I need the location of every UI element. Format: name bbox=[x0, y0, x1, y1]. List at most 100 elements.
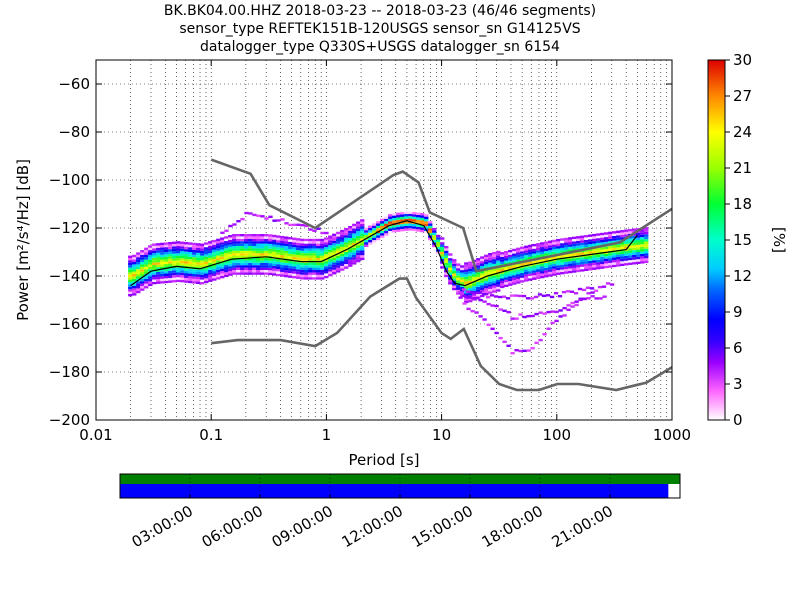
histogram-cell bbox=[132, 288, 137, 291]
histogram-cell bbox=[560, 267, 565, 270]
colorbar bbox=[707, 59, 726, 421]
histogram-cell bbox=[628, 240, 633, 244]
histogram-cell bbox=[360, 224, 365, 227]
histogram-cell bbox=[628, 238, 633, 241]
histogram-cell bbox=[172, 246, 177, 249]
histogram-cell bbox=[156, 279, 161, 282]
histogram-cell bbox=[576, 236, 581, 239]
histogram-cell bbox=[360, 243, 365, 246]
histogram-cell bbox=[508, 283, 513, 286]
histogram-cell bbox=[624, 246, 629, 249]
histogram-cell bbox=[632, 247, 637, 251]
histogram-cell bbox=[172, 270, 177, 273]
histogram-cell bbox=[340, 263, 345, 266]
histogram-cell bbox=[468, 295, 473, 298]
histogram-cell bbox=[240, 248, 245, 251]
histogram-cell bbox=[600, 261, 605, 265]
histogram-cell bbox=[620, 234, 625, 238]
histogram-cell bbox=[444, 250, 449, 254]
histogram-cell bbox=[556, 246, 561, 249]
histogram-cell bbox=[212, 249, 217, 252]
histogram-cell bbox=[188, 278, 193, 281]
histogram-cell bbox=[396, 215, 401, 218]
histogram-cell bbox=[360, 245, 365, 249]
histogram-cell bbox=[580, 261, 585, 265]
histogram-cell bbox=[264, 234, 269, 237]
histogram-cell bbox=[184, 280, 189, 283]
histogram-cell bbox=[268, 234, 273, 237]
histogram-cell bbox=[200, 267, 205, 270]
histogram-cell bbox=[136, 266, 141, 270]
histogram-cell bbox=[420, 217, 425, 221]
histogram-cell bbox=[160, 254, 165, 258]
histogram-cell bbox=[316, 258, 321, 261]
histogram-cell bbox=[548, 240, 553, 244]
histogram-cell bbox=[316, 243, 321, 246]
histogram-cell bbox=[296, 257, 301, 260]
histogram-cell bbox=[632, 257, 637, 260]
histogram-cell bbox=[248, 250, 253, 254]
histogram-cell bbox=[574, 300, 579, 303]
histogram-cell bbox=[568, 263, 573, 267]
histogram-cell bbox=[304, 258, 309, 261]
histogram-cell bbox=[540, 247, 545, 250]
histogram-cell bbox=[156, 269, 161, 272]
histogram-cell bbox=[144, 286, 149, 289]
histogram-cell bbox=[268, 260, 273, 264]
histogram-cell bbox=[384, 228, 389, 231]
histogram-cell bbox=[256, 236, 261, 239]
histogram-cell bbox=[272, 244, 277, 247]
histogram-cell bbox=[496, 281, 501, 285]
histogram-cell bbox=[284, 248, 289, 251]
histogram-cell bbox=[268, 258, 273, 261]
histogram-cell bbox=[576, 269, 581, 273]
histogram-cell bbox=[140, 274, 145, 277]
histogram-cell bbox=[548, 267, 553, 270]
histogram-cell bbox=[526, 349, 531, 352]
histogram-cell bbox=[514, 317, 519, 320]
histogram-cell bbox=[136, 276, 141, 279]
histogram-cell bbox=[580, 235, 585, 238]
histogram-cell bbox=[228, 249, 233, 252]
histogram-cell bbox=[576, 245, 581, 249]
histogram-cell bbox=[212, 244, 217, 248]
histogram-cell bbox=[156, 252, 161, 256]
histogram-cell bbox=[348, 252, 353, 255]
histogram-cell bbox=[440, 246, 445, 250]
histogram-cell bbox=[332, 240, 337, 244]
histogram-cell bbox=[220, 251, 225, 255]
histogram-cell bbox=[272, 254, 277, 257]
histogram-cell bbox=[340, 249, 345, 252]
histogram-cell bbox=[160, 264, 165, 267]
histogram-cell bbox=[466, 296, 471, 299]
histogram-cell bbox=[240, 234, 245, 237]
histogram-cell bbox=[200, 277, 205, 280]
histogram-cell bbox=[264, 246, 269, 249]
histogram-cell bbox=[440, 254, 445, 257]
histogram-cell bbox=[236, 248, 241, 251]
histogram-cell bbox=[564, 240, 569, 243]
histogram-cell bbox=[160, 261, 165, 265]
histogram-cell bbox=[216, 255, 221, 258]
histogram-cell bbox=[492, 280, 497, 284]
histogram-cell bbox=[500, 252, 505, 255]
histogram-cell bbox=[528, 268, 533, 272]
histogram-cell bbox=[220, 266, 225, 269]
histogram-cell bbox=[240, 243, 245, 246]
histogram-cell bbox=[464, 298, 469, 301]
histogram-cell bbox=[636, 249, 641, 253]
histogram-cell bbox=[348, 240, 353, 243]
histogram-cell bbox=[608, 241, 613, 244]
histogram-cell bbox=[216, 245, 221, 249]
histogram-cell bbox=[356, 257, 361, 260]
histogram-cell bbox=[480, 294, 485, 298]
histogram-cell bbox=[272, 261, 277, 264]
histogram-cell bbox=[232, 265, 237, 268]
histogram-cell bbox=[490, 327, 495, 331]
histogram-cell bbox=[288, 251, 293, 254]
histogram-cell bbox=[592, 267, 597, 270]
histogram-cell bbox=[132, 254, 137, 258]
histogram-cell bbox=[480, 273, 485, 276]
histogram-cell bbox=[560, 245, 565, 248]
y-tick-label: −140 bbox=[49, 267, 90, 285]
